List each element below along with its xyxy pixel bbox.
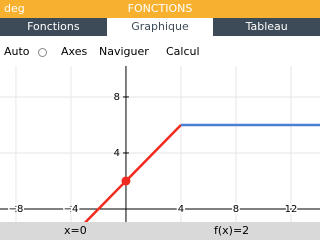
app-title: FONCTIONS	[127, 2, 193, 15]
tab[interactable]: Graphique	[106, 18, 214, 36]
x-tick-label: 8	[233, 204, 239, 215]
y-tick-label: 8	[114, 92, 120, 103]
cursor-banner: x=0 f(x)=2	[0, 222, 320, 240]
toolbar-button[interactable]: Axes	[61, 45, 88, 58]
curves	[83, 123, 320, 222]
tab[interactable]: Tableau	[245, 20, 288, 33]
function-curve	[83, 124, 182, 222]
tab[interactable]: Fonctions	[27, 20, 80, 33]
x-tick-label: −8	[9, 204, 24, 215]
toolbar-button[interactable]: Calcul	[166, 45, 200, 58]
x-tick-label: −4	[64, 204, 79, 215]
angle-unit: deg	[4, 2, 25, 15]
x-tick-label: 12	[285, 204, 298, 215]
x-tick-label: 4	[178, 204, 184, 215]
status-bar: deg FONCTIONS	[0, 0, 320, 18]
auto-toggle[interactable]: Auto	[4, 45, 30, 58]
cursor-value: f(x)=2	[214, 224, 250, 237]
y-tick-label: 4	[114, 148, 120, 159]
auto-indicator	[38, 48, 47, 57]
cursor-point	[121, 176, 131, 186]
cursor-x: x=0	[64, 224, 87, 237]
tab-bar: Fonctions Graphique Tableau	[0, 18, 320, 36]
toolbar-button[interactable]: Naviguer	[99, 45, 149, 58]
toolbar: Auto Axes Naviguer Calcul	[0, 42, 320, 62]
